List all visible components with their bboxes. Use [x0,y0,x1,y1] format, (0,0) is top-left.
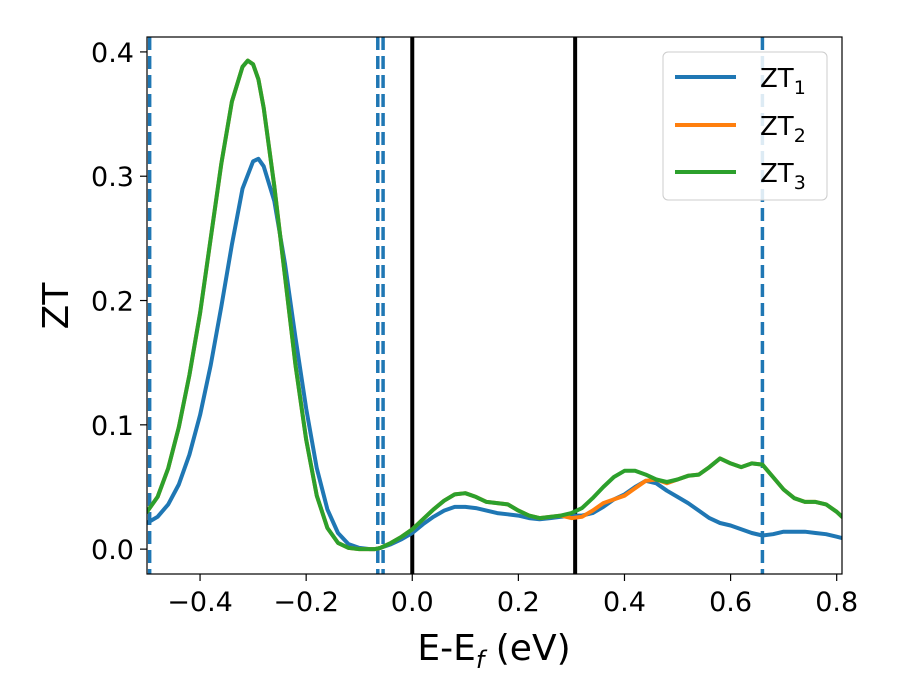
x-tick-label: 0.2 [497,587,540,618]
x-axis-ticks: −0.4 −0.2 0.0 0.2 0.4 0.6 0.8 [167,574,858,618]
x-tick-label: 0.8 [815,587,858,618]
legend-label-zt3: ZT3 [760,159,806,194]
x-tick-label: −0.4 [167,587,233,618]
legend-box [662,51,828,201]
legend-label-zt2: ZT2 [760,112,806,147]
legend-label-zt1: ZT1 [760,64,806,99]
y-axis-label: ZT [36,282,77,330]
series-lines [147,58,842,552]
y-tick-label: 0.3 [91,162,134,193]
x-axis-label: E-Ef (eV) [417,628,570,674]
series-line-zt3 [147,58,842,552]
y-tick-label: 0.2 [91,287,134,318]
x-tick-label: 0.6 [709,587,752,618]
legend: ZT1 ZT2 ZT3 [662,51,828,201]
x-tick-label: −0.2 [273,587,339,618]
y-tick-label: 0.1 [91,411,134,442]
y-axis-ticks: 0.0 0.1 0.2 0.3 0.4 [91,38,147,566]
series-line-zt1 [147,156,842,552]
x-tick-label: 0.4 [603,587,646,618]
reference-lines [147,37,765,574]
y-tick-label: 0.0 [91,535,134,566]
plot-frame [146,36,843,575]
x-tick-label: 0.0 [391,587,434,618]
y-tick-label: 0.4 [91,38,134,69]
